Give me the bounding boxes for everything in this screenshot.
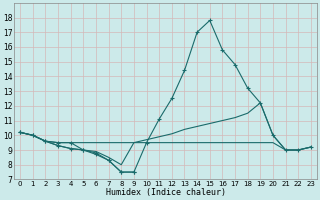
- X-axis label: Humidex (Indice chaleur): Humidex (Indice chaleur): [106, 188, 226, 197]
